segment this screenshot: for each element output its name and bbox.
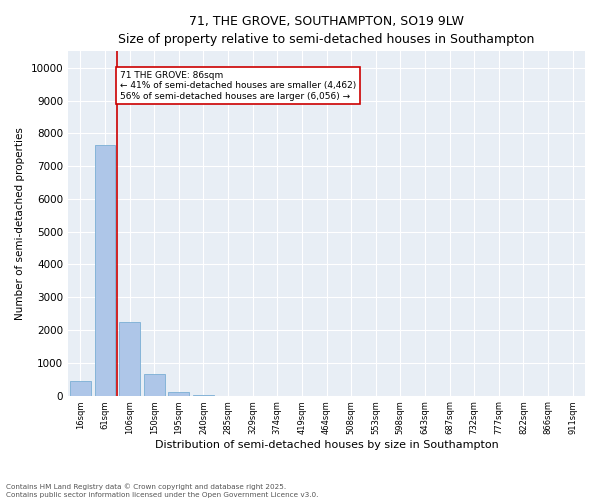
Text: 71 THE GROVE: 86sqm
← 41% of semi-detached houses are smaller (4,462)
56% of sem: 71 THE GROVE: 86sqm ← 41% of semi-detach… bbox=[120, 71, 356, 101]
Y-axis label: Number of semi-detached properties: Number of semi-detached properties bbox=[15, 127, 25, 320]
Bar bbox=[169, 392, 189, 396]
Text: Contains HM Land Registry data © Crown copyright and database right 2025.
Contai: Contains HM Land Registry data © Crown c… bbox=[6, 484, 319, 498]
Bar bbox=[119, 322, 140, 396]
X-axis label: Distribution of semi-detached houses by size in Southampton: Distribution of semi-detached houses by … bbox=[155, 440, 499, 450]
Bar bbox=[70, 382, 91, 396]
Bar bbox=[95, 145, 115, 396]
Title: 71, THE GROVE, SOUTHAMPTON, SO19 9LW
Size of property relative to semi-detached : 71, THE GROVE, SOUTHAMPTON, SO19 9LW Siz… bbox=[118, 15, 535, 46]
Bar bbox=[193, 395, 214, 396]
Bar bbox=[144, 374, 164, 396]
